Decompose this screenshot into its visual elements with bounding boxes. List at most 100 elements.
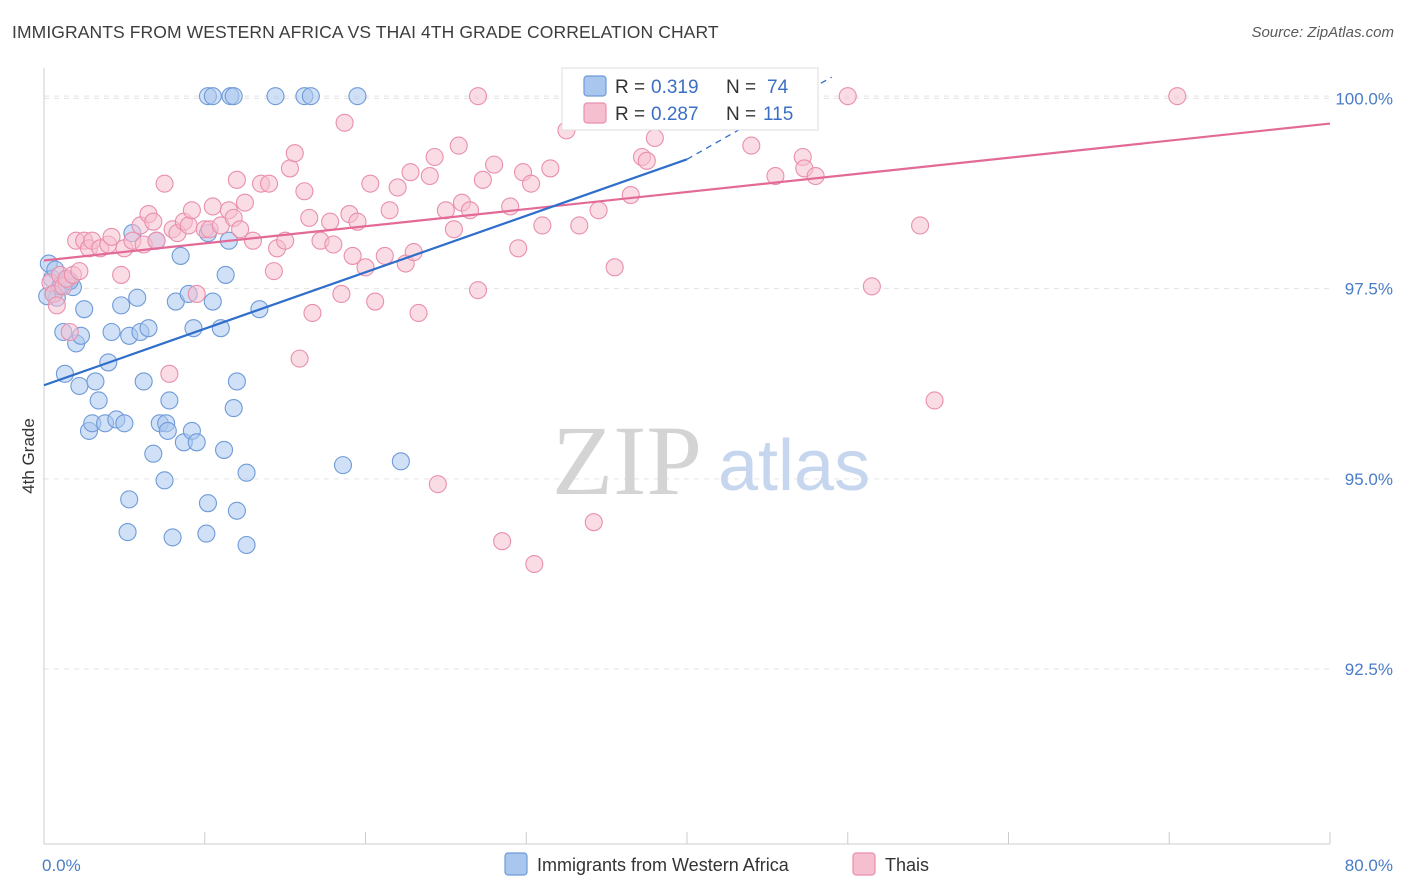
pink-point[interactable] xyxy=(533,216,552,235)
blue-point[interactable] xyxy=(198,494,218,513)
blue-point[interactable] xyxy=(70,376,89,396)
blue-point[interactable] xyxy=(216,265,235,284)
pink-point[interactable] xyxy=(401,163,420,182)
pink-point[interactable] xyxy=(361,174,380,193)
blue-point[interactable] xyxy=(333,456,353,475)
pink-point[interactable] xyxy=(806,166,825,186)
pink-point[interactable] xyxy=(473,170,492,189)
pink-point[interactable] xyxy=(290,349,309,368)
pink-point[interactable] xyxy=(47,296,66,315)
blue-point[interactable] xyxy=(391,452,410,471)
pink-point[interactable] xyxy=(425,147,444,167)
blue-point[interactable] xyxy=(203,87,222,106)
blue-point[interactable] xyxy=(160,391,179,410)
pink-point[interactable] xyxy=(303,303,322,323)
blue-point[interactable] xyxy=(171,246,190,265)
pink-point[interactable] xyxy=(160,364,179,383)
pink-point[interactable] xyxy=(485,155,504,174)
blue-point[interactable] xyxy=(266,87,285,106)
pink-point[interactable] xyxy=(420,166,439,186)
pink-point[interactable] xyxy=(444,220,463,239)
bottom-legend-label-blue[interactable]: Immigrants from Western Africa xyxy=(537,855,790,875)
pink-point[interactable] xyxy=(300,208,319,227)
pink-point[interactable] xyxy=(144,212,163,231)
pink-point[interactable] xyxy=(428,475,447,494)
pink-point[interactable] xyxy=(493,532,512,551)
blue-point[interactable] xyxy=(227,372,246,391)
blue-point[interactable] xyxy=(214,440,234,459)
pink-point[interactable] xyxy=(332,284,351,304)
bottom-legend-swatch-blue[interactable] xyxy=(504,852,528,876)
pink-point[interactable] xyxy=(343,246,362,265)
blue-point[interactable] xyxy=(197,524,216,543)
pink-point[interactable] xyxy=(259,174,279,193)
blue-point[interactable] xyxy=(187,433,206,452)
blue-point[interactable] xyxy=(224,399,243,418)
blue-point[interactable] xyxy=(158,421,177,440)
pink-point[interactable] xyxy=(449,136,468,155)
blue-point[interactable] xyxy=(348,87,367,106)
pink-point[interactable] xyxy=(742,136,761,155)
pink-point[interactable] xyxy=(509,239,528,258)
blue-point[interactable] xyxy=(163,528,182,547)
pink-point[interactable] xyxy=(862,277,881,296)
pink-point[interactable] xyxy=(838,87,857,106)
blue-point[interactable] xyxy=(184,319,203,338)
bottom-legend-swatch-pink[interactable] xyxy=(852,852,876,876)
pink-point[interactable] xyxy=(366,292,385,311)
blue-point[interactable] xyxy=(128,288,147,307)
pink-point[interactable] xyxy=(235,193,254,212)
blue-point[interactable] xyxy=(134,372,153,391)
pink-point[interactable] xyxy=(335,113,354,132)
pink-point[interactable] xyxy=(102,227,121,246)
pink-point[interactable] xyxy=(570,216,589,235)
pink-point[interactable] xyxy=(182,201,201,220)
blue-point[interactable] xyxy=(203,292,222,311)
pink-point[interactable] xyxy=(522,174,541,193)
pink-point[interactable] xyxy=(70,262,89,281)
pink-point[interactable] xyxy=(388,178,407,197)
pink-point[interactable] xyxy=(321,212,340,231)
pink-point[interactable] xyxy=(468,87,488,106)
blue-point[interactable] xyxy=(224,87,243,106)
pink-point[interactable] xyxy=(203,197,222,216)
blue-point[interactable] xyxy=(139,319,158,338)
pink-point[interactable] xyxy=(637,151,656,170)
pink-point[interactable] xyxy=(112,265,131,284)
pink-point[interactable] xyxy=(280,159,299,178)
pink-point[interactable] xyxy=(409,303,428,323)
blue-point[interactable] xyxy=(237,535,256,555)
pink-point[interactable] xyxy=(295,182,314,201)
pink-point[interactable] xyxy=(525,554,544,574)
pink-point[interactable] xyxy=(155,174,174,193)
pink-point[interactable] xyxy=(227,170,246,189)
pink-point[interactable] xyxy=(380,201,399,220)
pink-point[interactable] xyxy=(147,231,166,250)
pink-point[interactable] xyxy=(468,281,488,300)
pink-point[interactable] xyxy=(187,284,206,304)
pink-point[interactable] xyxy=(285,144,304,163)
blue-point[interactable] xyxy=(118,523,137,542)
blue-point[interactable] xyxy=(89,391,108,410)
blue-point[interactable] xyxy=(115,414,134,433)
pink-point[interactable] xyxy=(541,159,560,178)
blue-point[interactable] xyxy=(112,296,131,315)
pink-point[interactable] xyxy=(645,128,664,148)
blue-point[interactable] xyxy=(144,444,163,463)
blue-point[interactable] xyxy=(120,490,139,509)
pink-point[interactable] xyxy=(605,258,624,277)
blue-point[interactable] xyxy=(102,322,121,342)
blue-point[interactable] xyxy=(75,300,94,319)
pink-point[interactable] xyxy=(584,513,603,532)
pink-point[interactable] xyxy=(264,262,283,281)
pink-point[interactable] xyxy=(911,216,930,235)
pink-point[interactable] xyxy=(621,186,640,205)
blue-point[interactable] xyxy=(237,463,256,482)
blue-point[interactable] xyxy=(155,471,174,490)
blue-point[interactable] xyxy=(86,372,105,391)
pink-point[interactable] xyxy=(925,391,944,410)
pink-point[interactable] xyxy=(1168,87,1187,106)
pink-point[interactable] xyxy=(324,235,343,254)
pink-point[interactable] xyxy=(60,322,79,342)
pink-point[interactable] xyxy=(179,216,198,235)
